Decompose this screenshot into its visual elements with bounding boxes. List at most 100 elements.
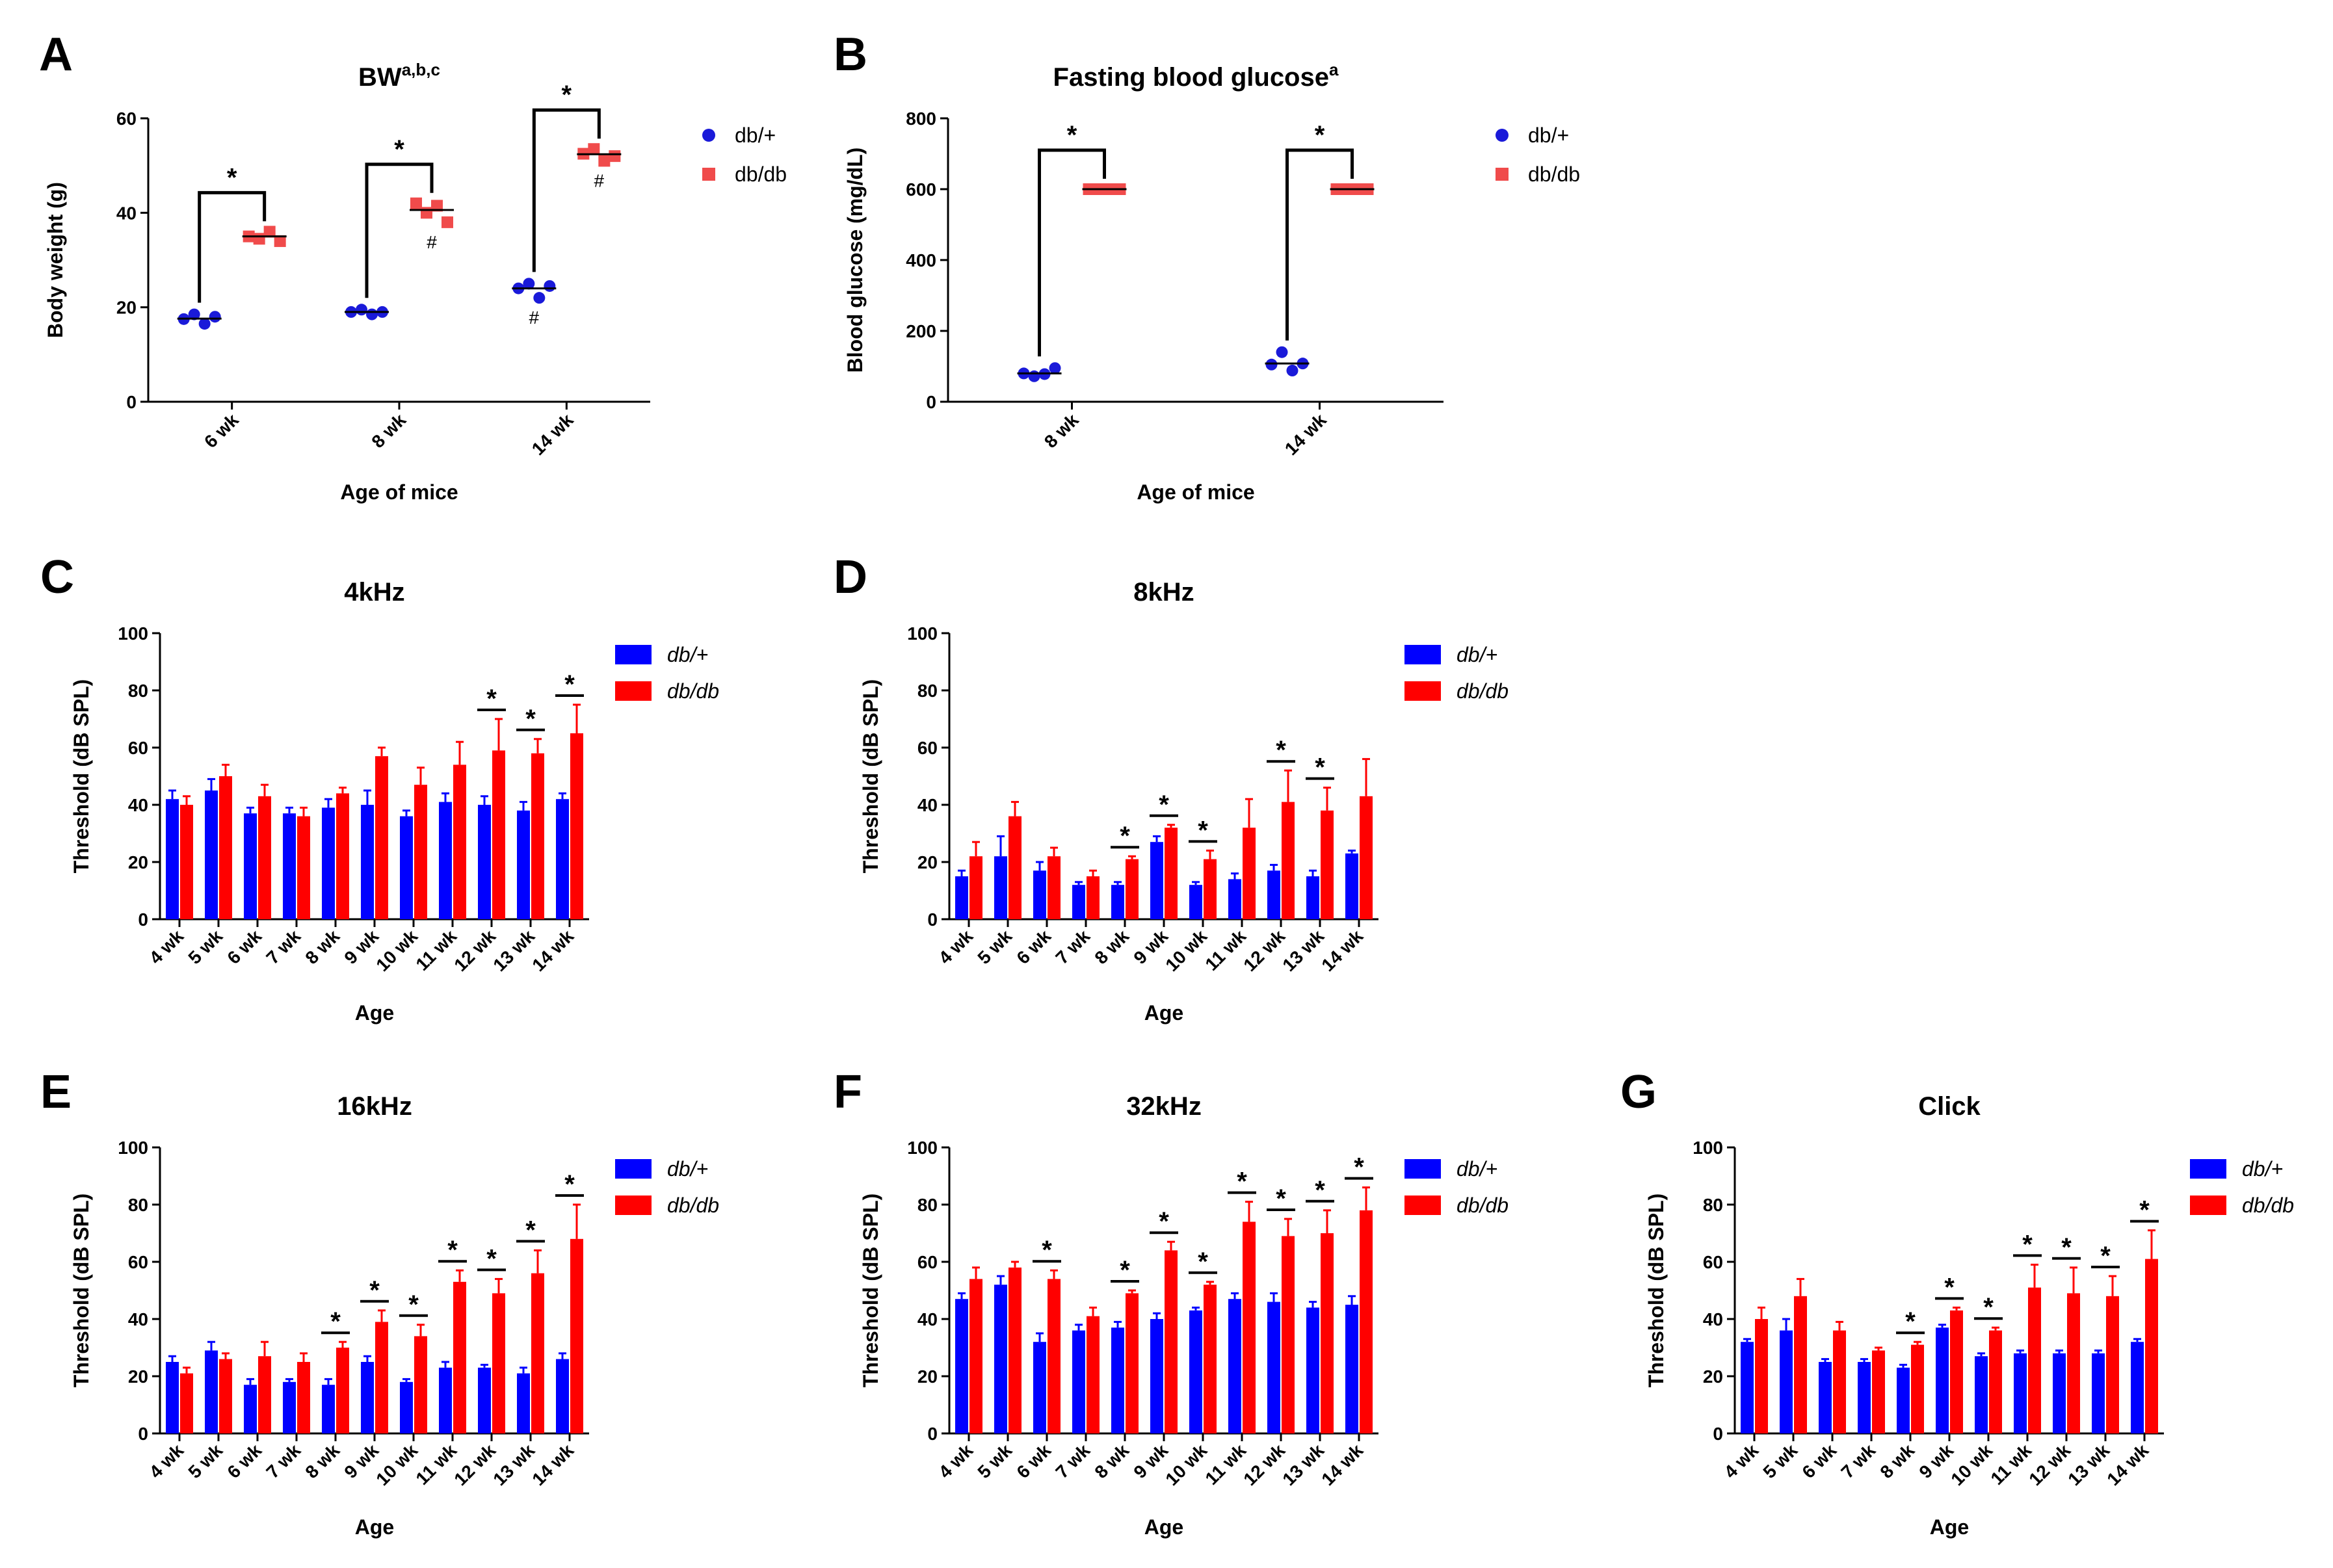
chart-title-text: 32kHz <box>1126 1092 1202 1121</box>
hash-marker: # <box>427 232 437 252</box>
bar-db-db <box>375 1322 388 1433</box>
panel-letter: C <box>40 551 74 603</box>
x-tick-label: 7 wk <box>1051 1440 1094 1482</box>
significance-star: * <box>330 1307 341 1336</box>
bar-db-plus <box>955 876 968 919</box>
bar-db-db <box>258 1356 271 1433</box>
bar-db-db <box>1911 1344 1924 1433</box>
x-tick-label: 11 wk <box>412 926 460 974</box>
legend-swatch <box>615 1196 652 1215</box>
legend-swatch <box>1496 168 1509 181</box>
chart-title: Fasting blood glucosea <box>1053 60 1339 92</box>
bar-db-db <box>1282 802 1295 919</box>
bar-db-plus <box>1345 853 1358 919</box>
x-tick-label: 4 wk <box>145 926 187 968</box>
point-db-plus <box>533 292 546 304</box>
bar-db-db <box>1008 816 1022 919</box>
bar-db-plus <box>2131 1342 2144 1433</box>
bar-db-db <box>1165 1250 1178 1433</box>
bar-db-db <box>570 733 583 919</box>
chart-title-text: Fasting blood glucose <box>1053 63 1329 92</box>
significance-star: * <box>2061 1233 2072 1262</box>
bar-db-db <box>1321 1233 1334 1433</box>
y-tick-label: 400 <box>906 250 936 270</box>
y-axis-label: Threshold (dB SPL) <box>1644 1194 1668 1388</box>
panel-letter: D <box>834 551 867 603</box>
bar-db-plus <box>1819 1362 1832 1433</box>
bar-db-db <box>2106 1296 2119 1433</box>
bar-db-db <box>1048 1279 1061 1433</box>
legend-label: db/db <box>1456 679 1509 703</box>
legend-label: db/db <box>2242 1194 2294 1217</box>
x-tick-label: 12 wk <box>2025 1440 2074 1489</box>
point-db-db <box>588 143 600 155</box>
bar-db-db <box>336 1348 349 1433</box>
significance-bracket <box>198 190 267 303</box>
chart-title-text: BW <box>358 63 402 92</box>
x-tick-label: 4 wk <box>145 1440 187 1482</box>
significance-star: * <box>1276 736 1286 764</box>
y-axis-label: Threshold (dB SPL) <box>70 1194 93 1388</box>
y-axis-label: Blood glucose (mg/dL) <box>843 148 867 373</box>
y-tick-label: 20 <box>917 852 938 872</box>
significance-star: * <box>1315 1176 1325 1205</box>
y-tick-label: 60 <box>116 109 137 129</box>
chart-title-text: 8kHz <box>1133 578 1194 607</box>
legend-swatch <box>702 168 715 181</box>
chart-title: Click <box>1918 1092 1981 1121</box>
bar-db-plus <box>994 856 1007 919</box>
legend-swatch <box>615 681 652 701</box>
bar-db-plus <box>322 807 335 919</box>
x-tick-label: 7 wk <box>1837 1440 1879 1482</box>
x-tick-label: 7 wk <box>1051 926 1094 968</box>
x-tick-label: 5 wk <box>1759 1440 1801 1482</box>
point-db-db <box>442 216 453 228</box>
x-tick-label: 10 wk <box>372 926 421 975</box>
x-tick-label: 8 wk <box>1090 926 1133 968</box>
bar-db-plus <box>1780 1330 1793 1433</box>
legend-label: db/db <box>1456 1194 1509 1217</box>
bar-db-plus <box>2053 1353 2066 1433</box>
y-tick-label: 0 <box>126 392 137 412</box>
panel-g: G Click 0 20 40 60 80 100 Threshold (dB SPL) 4 wk… <box>1620 1066 2294 1539</box>
y-axis-label: Threshold (dB SPL) <box>70 679 93 874</box>
significance-star: * <box>525 705 536 733</box>
legend-label: db/+ <box>667 643 708 666</box>
bar-db-db <box>1126 1293 1139 1433</box>
chart-title-text: 16kHz <box>337 1092 412 1121</box>
x-tick-label: 10 wk <box>372 1440 421 1489</box>
bar-db-plus <box>517 810 530 919</box>
x-tick-label: 5 wk <box>184 1440 226 1482</box>
y-tick-label: 100 <box>907 623 938 644</box>
x-tick-label: 10 wk <box>1161 1440 1211 1489</box>
significance-star: * <box>1067 121 1077 150</box>
point-db-plus <box>544 280 556 292</box>
significance-star: * <box>1237 1168 1247 1196</box>
bar-db-plus <box>1267 1301 1280 1433</box>
bar-db-db <box>297 816 310 919</box>
significance-star: * <box>1315 121 1325 150</box>
panel-letter: A <box>39 29 73 81</box>
bar-db-plus <box>478 1367 491 1433</box>
y-tick-label: 20 <box>128 852 148 872</box>
legend-label: db/db <box>735 163 787 186</box>
bar-db-plus <box>166 1362 179 1433</box>
significance-star: * <box>1315 753 1325 782</box>
x-tick-label: 14 wk <box>528 1440 577 1489</box>
bar-db-plus <box>556 799 569 919</box>
bar-db-db <box>1794 1296 1807 1433</box>
bar-db-db <box>414 785 427 919</box>
bar-db-plus <box>400 1381 413 1433</box>
x-tick-label: 6 wk <box>1012 1440 1055 1482</box>
x-tick-label: 10 wk <box>1947 1440 1996 1489</box>
point-db-plus <box>1049 362 1061 374</box>
significance-star: * <box>486 1244 497 1273</box>
x-tick-label: 13 wk <box>1278 926 1328 975</box>
x-tick-label: 8 wk <box>301 1440 343 1482</box>
y-tick-label: 40 <box>128 1309 148 1329</box>
x-tick-label: 14 wk <box>1317 1440 1367 1489</box>
legend-swatch <box>1496 129 1509 142</box>
x-tick-label: 8 wk <box>301 926 343 968</box>
bar-db-plus <box>1228 1299 1241 1433</box>
